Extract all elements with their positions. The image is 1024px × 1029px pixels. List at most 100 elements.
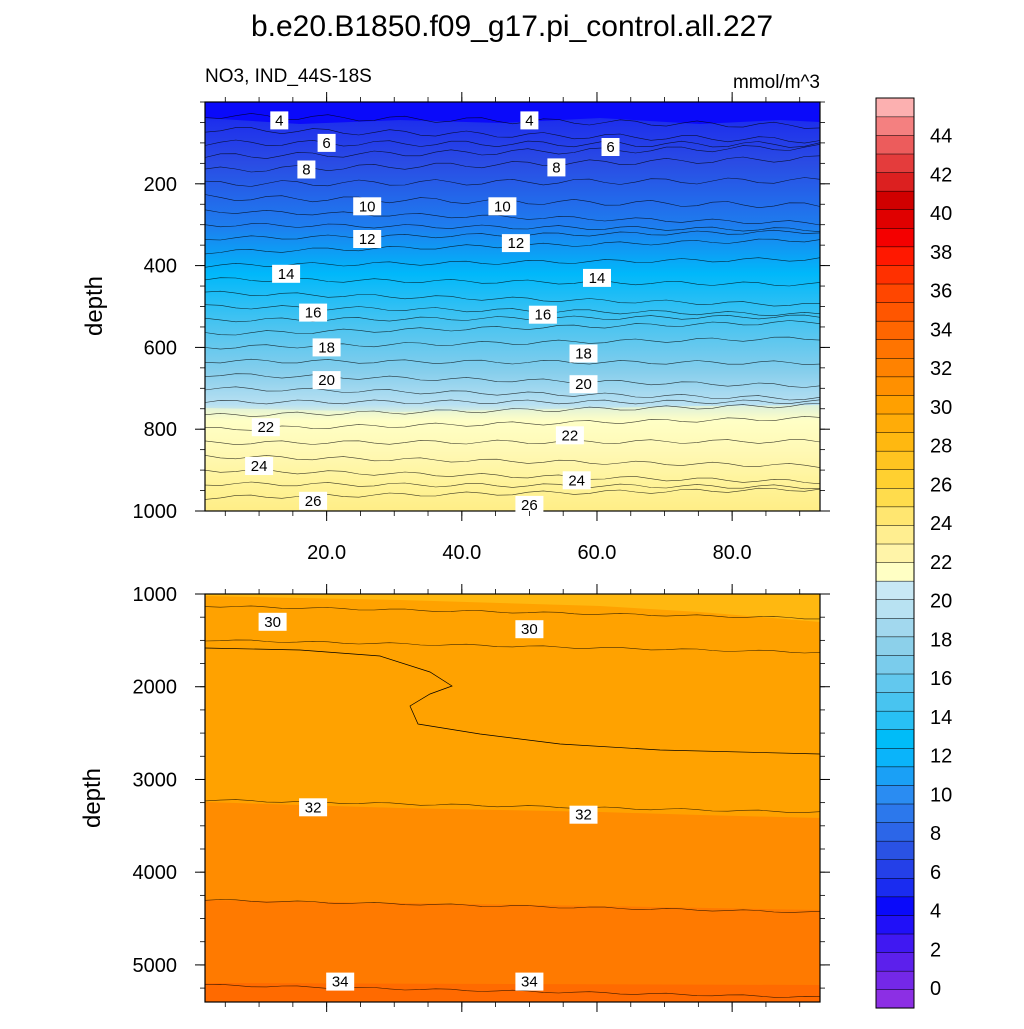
contour-line xyxy=(204,399,821,405)
contour-label-box xyxy=(272,264,301,283)
contour-label: 6 xyxy=(606,139,614,156)
contour-label-box xyxy=(317,133,336,152)
colorbar-segment xyxy=(875,432,915,452)
colorbar-segment xyxy=(875,729,915,749)
colorbar-label: 4 xyxy=(930,901,941,923)
contour-label: 14 xyxy=(278,266,295,283)
x-tick-label: 40.0 xyxy=(442,542,481,564)
colorbar-segment xyxy=(875,134,915,155)
contour-line xyxy=(204,336,821,350)
colorbar-segment xyxy=(875,339,915,359)
colorbar-segment xyxy=(875,264,915,285)
contour-label: 26 xyxy=(521,497,538,514)
contour-label-box xyxy=(501,234,530,253)
colorbar-segment xyxy=(875,784,915,805)
contour-label-box xyxy=(520,111,539,130)
contour-line xyxy=(204,386,821,401)
contour-label-box xyxy=(245,457,274,475)
colorbar-label: 22 xyxy=(930,552,952,574)
contour-label-box xyxy=(515,495,544,514)
colorbar-frame xyxy=(875,97,915,1009)
contour-label: 16 xyxy=(535,307,552,324)
upper-y-label: depth xyxy=(81,276,108,336)
contour-label-box xyxy=(297,160,316,179)
contour-label-box xyxy=(258,612,287,631)
upper-y-axis: 200 400 600 800 1000 xyxy=(133,101,830,523)
lower-y-label: depth xyxy=(79,768,106,828)
y-tick-label: 800 xyxy=(144,419,177,441)
contour-label: 22 xyxy=(257,419,274,436)
y-tick-label: 2000 xyxy=(133,677,178,699)
contour-label: 26 xyxy=(305,493,322,510)
colorbar-label: 34 xyxy=(930,319,952,341)
contour-label: 34 xyxy=(521,974,538,991)
colorbar-segment xyxy=(875,487,915,508)
colorbar-segment xyxy=(875,747,915,768)
colorbar-segment xyxy=(875,766,915,786)
contour-label-box xyxy=(515,620,544,639)
y-tick-label: 1000 xyxy=(133,501,178,523)
contour-label: 4 xyxy=(275,112,283,129)
colorbar-segment xyxy=(875,506,915,526)
x-tick-label: 60.0 xyxy=(578,542,617,564)
contour-label: 30 xyxy=(521,621,538,638)
y-tick-label: 200 xyxy=(144,174,177,196)
x-tick-label: 80.0 xyxy=(713,542,752,564)
colorbar-segment xyxy=(875,302,915,322)
colorbar-label: 0 xyxy=(930,978,941,1000)
colorbar-segment xyxy=(875,673,915,693)
colorbar-segment xyxy=(875,413,915,433)
colorbar-label: 30 xyxy=(930,397,952,419)
contour-label: 16 xyxy=(305,305,322,322)
contour-line xyxy=(204,177,821,187)
contour-label-box xyxy=(353,197,382,216)
contour-label: 20 xyxy=(575,376,592,393)
colorbar-segment xyxy=(875,710,915,730)
contour-line xyxy=(204,113,821,129)
colorbar-segment xyxy=(875,952,915,972)
contour-line xyxy=(204,144,821,159)
contour-label: 24 xyxy=(251,458,268,475)
contour-label-box xyxy=(569,805,598,824)
contour-line xyxy=(204,415,821,431)
contour-label: 24 xyxy=(568,472,585,489)
colorbar-segment xyxy=(875,394,915,415)
contour-line xyxy=(204,257,821,268)
contour-label-box xyxy=(583,268,611,287)
contour-label-box xyxy=(515,972,544,991)
upper-x-axis: 20.0 40.0 60.0 80.0 xyxy=(224,92,801,564)
colorbar-segment xyxy=(875,580,915,600)
contour-label: 6 xyxy=(322,135,330,152)
colorbar-label: 40 xyxy=(930,203,952,225)
contour-label-box xyxy=(299,303,328,322)
contour-label-box xyxy=(299,491,328,510)
contour-label: 12 xyxy=(359,231,376,248)
contour-label: 34 xyxy=(332,974,349,991)
contour-label-box xyxy=(569,344,598,363)
units-label: mmol/m^3 xyxy=(733,72,820,93)
contour-line xyxy=(204,481,821,490)
contour-label: 20 xyxy=(318,372,335,389)
contour-label: 30 xyxy=(264,614,281,631)
contour-label: 10 xyxy=(494,198,511,215)
contour-label-box xyxy=(547,158,566,177)
contour-line xyxy=(204,639,821,654)
lower-panel: 30 30 32 32 34 34 1000 2000 3000 4000 5000 depth xyxy=(79,584,830,1012)
colorbar-label: 6 xyxy=(930,862,941,884)
contour-line xyxy=(204,290,820,307)
y-tick-label: 5000 xyxy=(133,955,178,977)
contour-line xyxy=(204,209,821,226)
colorbar-segment xyxy=(875,450,915,470)
contour-label: 8 xyxy=(552,159,560,176)
contour-line xyxy=(204,455,821,468)
colorbar-segment xyxy=(875,246,915,266)
colorbar-label: 2 xyxy=(930,939,941,961)
y-tick-label: 400 xyxy=(144,256,177,278)
x-tick-label: 20.0 xyxy=(307,542,346,564)
contour-label-box xyxy=(353,230,382,248)
colorbar-segment xyxy=(875,822,915,842)
y-tick-label: 1000 xyxy=(133,584,178,606)
colorbar-label: 20 xyxy=(930,591,952,613)
contour-label-box xyxy=(312,371,341,390)
